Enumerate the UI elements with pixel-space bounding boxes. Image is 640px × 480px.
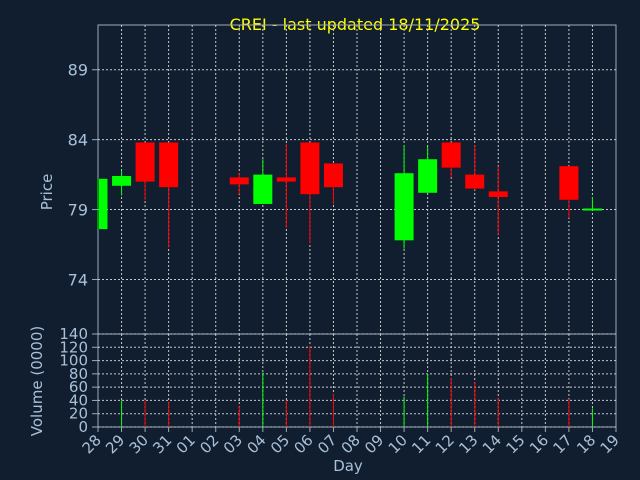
- candle-body: [559, 166, 579, 200]
- candle: [135, 142, 155, 200]
- candle: [159, 142, 179, 248]
- candle-body: [394, 173, 414, 241]
- volume-tick-label: 40: [69, 391, 88, 409]
- candle: [394, 145, 414, 249]
- candle: [465, 145, 485, 190]
- candle: [488, 166, 508, 235]
- candle-body: [229, 177, 249, 185]
- day-tick-label: 18: [573, 431, 599, 457]
- candle-body: [99, 178, 108, 230]
- price-tick-label: 79: [68, 201, 88, 220]
- candle: [441, 142, 461, 178]
- day-tick-label: 06: [291, 431, 317, 457]
- day-axis-label: Day: [333, 457, 363, 475]
- candle-body: [253, 174, 273, 204]
- price-tick-label: 89: [68, 61, 88, 80]
- day-tick-label: 30: [126, 431, 152, 457]
- price-axis-label: Price: [38, 174, 56, 211]
- candle: [300, 142, 320, 244]
- candle: [418, 146, 438, 193]
- day-tick-label: 03: [220, 431, 246, 457]
- candle: [323, 163, 343, 204]
- candle-body: [112, 176, 132, 186]
- day-tick-label: 31: [149, 431, 175, 457]
- day-tick-label: 13: [455, 431, 481, 457]
- volume-grid: [98, 333, 616, 428]
- volume-bar-series: [121, 345, 593, 427]
- day-tick-label: 09: [361, 431, 387, 457]
- day-tick-label: 07: [314, 431, 340, 457]
- day-tick-label: 11: [408, 431, 434, 457]
- day-tick-label: 08: [338, 431, 364, 457]
- candle-body: [276, 177, 296, 182]
- candlestick-series: [97, 142, 602, 249]
- candle-body: [135, 142, 155, 182]
- candle-body: [441, 142, 461, 168]
- price-tick-labels: 74 79 84 89: [68, 61, 98, 289]
- day-tick-labels: 2829303101020304050607080910111213141516…: [79, 427, 623, 457]
- candle: [582, 196, 602, 211]
- price-tick-label: 84: [68, 131, 88, 150]
- candle: [276, 143, 296, 228]
- volume-tick-label: 80: [69, 365, 88, 383]
- candle: [112, 170, 132, 196]
- price-tick-label: 74: [68, 270, 88, 289]
- volume-axis-label: Volume (0000): [28, 326, 46, 436]
- candle-body: [418, 159, 438, 193]
- day-tick-label: 15: [502, 431, 528, 457]
- volume-tick-label: 140: [59, 325, 88, 343]
- candle: [229, 173, 249, 195]
- day-tick-label: 02: [196, 431, 222, 457]
- candle: [253, 159, 273, 204]
- day-tick-label: 10: [385, 431, 411, 457]
- day-tick-label: 01: [173, 431, 199, 457]
- day-tick-label: 16: [526, 431, 552, 457]
- day-tick-label: 17: [550, 431, 576, 457]
- volume-tick-label: 0: [78, 418, 88, 436]
- day-tick-label: 04: [243, 431, 269, 457]
- candle-body: [488, 191, 508, 197]
- volume-tick-label: 120: [59, 338, 88, 356]
- candle-body: [465, 174, 485, 189]
- volume-tick-label: 20: [69, 405, 88, 423]
- day-tick-label: 29: [102, 431, 128, 457]
- price-grid: [98, 25, 616, 334]
- candle-body: [300, 142, 320, 195]
- day-tick-label: 12: [432, 431, 458, 457]
- day-tick-label: 19: [597, 431, 623, 457]
- day-tick-label: 14: [479, 431, 505, 457]
- candle: [559, 166, 579, 218]
- volume-tick-label: 60: [69, 378, 88, 396]
- volume-tick-label: 100: [59, 352, 88, 370]
- candle-body: [323, 163, 343, 188]
- day-tick-label: 05: [267, 431, 293, 457]
- candle: [97, 178, 108, 230]
- candle-body: [159, 142, 179, 188]
